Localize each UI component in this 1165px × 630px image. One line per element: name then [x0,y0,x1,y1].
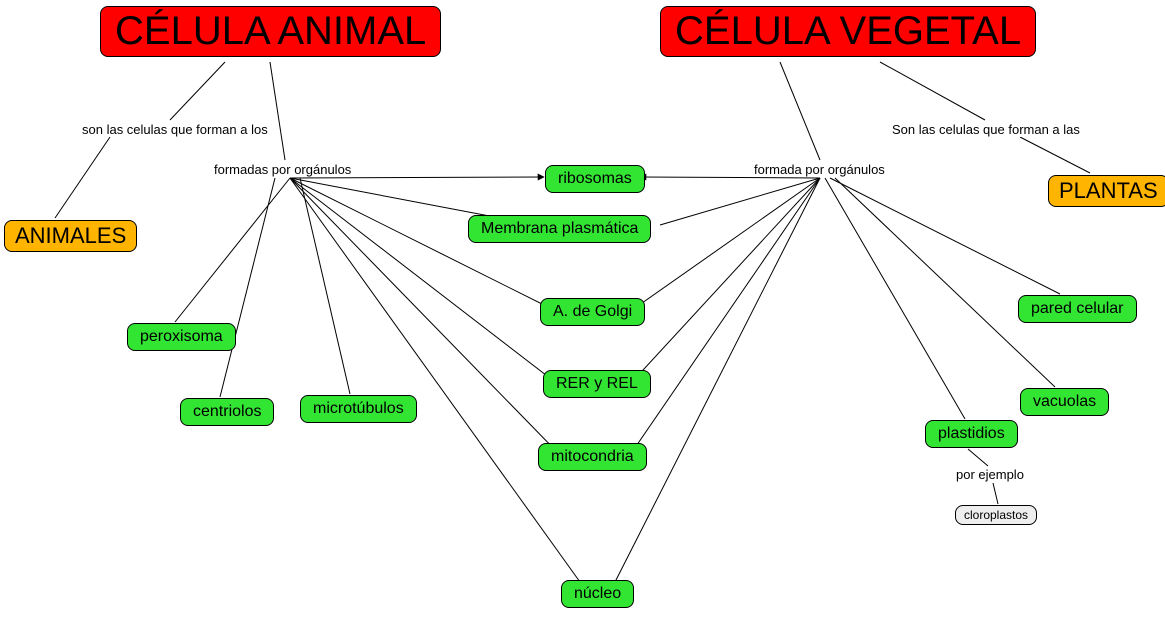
node-mitocondria: mitocondria [538,443,647,471]
node-label: microtúbulos [313,400,404,418]
node-celula-vegetal: CÉLULA VEGETAL [660,6,1036,57]
node-label: RER y REL [556,375,638,393]
edge-label-son-animales: son las celulas que forman a los [80,122,270,137]
node-vacuolas: vacuolas [1020,388,1109,416]
node-animales: ANIMALES [4,220,137,252]
node-label: plastidios [938,425,1005,443]
node-label: cloroplastos [964,508,1028,522]
node-centriolos: centriolos [180,398,274,426]
node-cloroplastos: cloroplastos [955,505,1037,525]
node-label: ANIMALES [15,223,126,249]
edge-label-formada: formada por orgánulos [752,162,887,177]
node-ribosomas: ribosomas [545,165,645,193]
node-label: mitocondria [551,448,634,466]
node-golgi: A. de Golgi [540,298,645,326]
edge-label-son-plantas: Son las celulas que forman a las [890,122,1082,137]
node-celula-animal: CÉLULA ANIMAL [100,6,441,57]
node-microtubulos: microtúbulos [300,395,417,423]
node-plantas: PLANTAS [1048,175,1165,207]
node-plastidios: plastidios [925,420,1018,448]
node-label: núcleo [574,585,621,603]
node-peroxisoma: peroxisoma [127,323,236,351]
node-label: CÉLULA ANIMAL [115,9,426,54]
node-label: peroxisoma [140,328,223,346]
node-membrana: Membrana plasmática [468,215,651,243]
node-label: Membrana plasmática [481,220,638,238]
node-label: vacuolas [1033,393,1096,411]
node-nucleo: núcleo [561,580,634,608]
node-label: centriolos [193,403,261,421]
node-label: CÉLULA VEGETAL [675,9,1021,54]
node-label: PLANTAS [1059,178,1158,204]
node-label: ribosomas [558,170,632,188]
edge-label-formadas: formadas por orgánulos [212,162,353,177]
node-rer: RER y REL [543,370,651,398]
node-label: pared celular [1031,300,1124,318]
edge-label-por-ejemplo: por ejemplo [954,467,1026,482]
node-pared-celular: pared celular [1018,295,1137,323]
node-label: A. de Golgi [553,303,632,321]
